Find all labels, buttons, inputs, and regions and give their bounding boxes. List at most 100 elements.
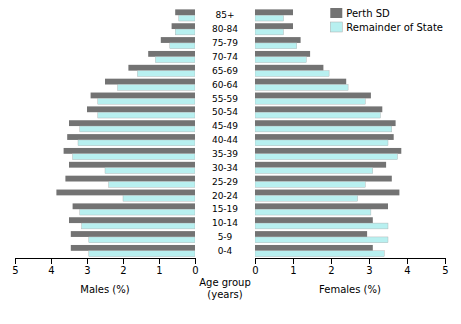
bar [105, 168, 195, 174]
bar [255, 176, 392, 182]
category-label: 55-59 [212, 94, 238, 104]
tick-mark [123, 258, 124, 264]
bar [255, 15, 284, 21]
bar [118, 84, 195, 90]
bar [255, 120, 396, 126]
bar [80, 126, 195, 132]
bar [255, 71, 329, 77]
category-label: 20-24 [212, 191, 238, 201]
tick: 4 [48, 258, 54, 276]
bar [255, 112, 380, 118]
bar [65, 176, 195, 182]
bar [179, 15, 195, 21]
category-label: 0-4 [218, 246, 233, 256]
bar [175, 9, 195, 15]
bar [69, 217, 195, 223]
tick-label: 1 [290, 265, 296, 276]
bar [255, 29, 284, 35]
category-label: 65-69 [212, 66, 238, 76]
tick-label: 2 [120, 265, 126, 276]
bar [128, 65, 195, 71]
bar [98, 112, 195, 118]
category-label: 25-29 [212, 177, 238, 187]
bar [148, 51, 195, 57]
legend-item: Remainder of State [330, 22, 443, 33]
bar [255, 140, 388, 146]
bar [255, 65, 323, 71]
category-label: 60-64 [212, 80, 238, 90]
bar [64, 148, 195, 154]
bar [255, 37, 301, 43]
bar-series [255, 15, 398, 256]
bar [89, 237, 195, 243]
tick-label: 0 [192, 265, 198, 276]
bar [255, 9, 293, 15]
tick-mark [331, 258, 332, 264]
category-label: 40-44 [212, 135, 238, 145]
tick-mark [159, 258, 160, 264]
bar [255, 79, 346, 85]
bar [56, 190, 195, 196]
bar [175, 29, 195, 35]
bar [255, 251, 384, 257]
tick-label: 2 [328, 265, 334, 276]
bar [255, 93, 371, 99]
bar [255, 162, 386, 168]
category-label: 80-84 [212, 24, 238, 34]
bar [78, 140, 195, 146]
bar [80, 209, 195, 215]
tick: 2 [120, 258, 126, 276]
bar [255, 195, 358, 201]
legend-swatch [330, 22, 342, 32]
tick-mark [15, 258, 16, 264]
legend-label: Perth SD [346, 8, 390, 19]
tick-label: 3 [84, 265, 90, 276]
bar [255, 182, 365, 188]
tick: 3 [84, 258, 90, 276]
bar [89, 251, 195, 257]
bar [137, 71, 195, 77]
tick-label: 4 [404, 265, 410, 276]
tick-label: 4 [48, 265, 54, 276]
tick: 5 [442, 258, 448, 276]
title-line: (years) [207, 289, 242, 300]
bar [255, 203, 388, 209]
bar [255, 134, 394, 140]
bar [71, 245, 195, 251]
bar [255, 51, 310, 57]
bar [255, 84, 348, 90]
bar [255, 43, 297, 49]
bar [255, 23, 293, 29]
category-label: 75-79 [212, 38, 238, 48]
bar [73, 203, 195, 209]
tick: 0 [192, 258, 198, 276]
tick: 2 [328, 258, 334, 276]
legend-swatch [330, 8, 342, 18]
bar [73, 154, 195, 160]
tick-label: 3 [366, 265, 372, 276]
bar [255, 148, 401, 154]
bar [255, 237, 388, 243]
bar [98, 98, 195, 104]
tick-mark [445, 258, 446, 264]
bar [69, 162, 195, 168]
tick-label: 0 [252, 265, 258, 276]
bar [71, 231, 195, 237]
bar [255, 190, 399, 196]
tick: 1 [290, 258, 296, 276]
legend-label: Remainder of State [346, 22, 443, 33]
bar [255, 209, 371, 215]
category-axis-title: Age group(years) [199, 277, 251, 300]
tick-label: 5 [442, 265, 448, 276]
category-label: 50-54 [212, 107, 238, 117]
title-line: Age group [199, 277, 251, 288]
bar [255, 57, 306, 63]
x-axis-title: Males (%) [80, 284, 129, 295]
category-label: 85+ [216, 10, 235, 20]
bar [255, 245, 373, 251]
bar [255, 106, 382, 112]
tick: 1 [156, 258, 162, 276]
bar [255, 217, 373, 223]
chart: 012345Males (%)0-45-910-1415-1920-2425-2… [0, 0, 461, 324]
category-label: 70-74 [212, 52, 238, 62]
